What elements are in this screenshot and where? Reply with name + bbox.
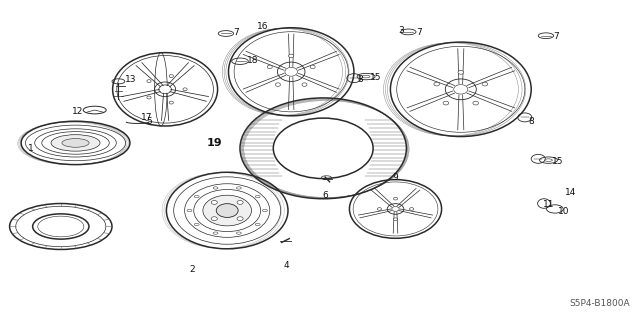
Text: 14: 14	[564, 189, 576, 197]
Text: 7: 7	[554, 32, 559, 41]
Ellipse shape	[213, 232, 218, 234]
Text: 18: 18	[247, 56, 259, 65]
Ellipse shape	[236, 232, 241, 234]
Text: 19: 19	[207, 138, 223, 148]
Ellipse shape	[237, 217, 243, 220]
Ellipse shape	[458, 70, 463, 74]
Ellipse shape	[275, 83, 280, 86]
Ellipse shape	[211, 201, 218, 204]
Text: 2: 2	[189, 265, 195, 274]
Text: 7: 7	[234, 28, 239, 37]
Ellipse shape	[237, 201, 243, 204]
Ellipse shape	[195, 196, 199, 198]
Ellipse shape	[62, 138, 89, 147]
Text: 16: 16	[257, 22, 269, 31]
Ellipse shape	[183, 88, 187, 91]
Ellipse shape	[147, 80, 151, 83]
Text: 13: 13	[125, 75, 136, 84]
Ellipse shape	[434, 82, 440, 86]
Ellipse shape	[310, 65, 315, 69]
Text: 11: 11	[543, 200, 554, 209]
Ellipse shape	[255, 223, 260, 226]
Ellipse shape	[195, 223, 199, 226]
Text: 17: 17	[141, 113, 152, 122]
Ellipse shape	[410, 208, 413, 210]
Ellipse shape	[211, 217, 218, 220]
Text: 15: 15	[370, 73, 381, 82]
Ellipse shape	[289, 54, 294, 58]
Text: 8: 8	[529, 117, 534, 126]
Ellipse shape	[392, 207, 399, 211]
Ellipse shape	[51, 135, 100, 151]
Ellipse shape	[443, 101, 449, 105]
Ellipse shape	[482, 82, 488, 86]
Ellipse shape	[268, 65, 272, 69]
Ellipse shape	[473, 101, 479, 105]
Text: 9: 9	[392, 173, 397, 182]
Ellipse shape	[285, 67, 298, 76]
Ellipse shape	[216, 204, 238, 218]
Text: 7: 7	[416, 28, 422, 37]
Ellipse shape	[255, 196, 260, 198]
Ellipse shape	[187, 209, 192, 212]
Text: 8: 8	[357, 75, 363, 84]
Text: 10: 10	[558, 207, 570, 216]
Ellipse shape	[203, 195, 252, 226]
Ellipse shape	[378, 208, 381, 210]
Ellipse shape	[454, 85, 468, 94]
Text: 4: 4	[284, 261, 289, 270]
Text: 5: 5	[147, 117, 152, 126]
Ellipse shape	[362, 75, 370, 78]
Ellipse shape	[236, 187, 241, 189]
Ellipse shape	[147, 96, 151, 99]
Ellipse shape	[302, 83, 307, 86]
Ellipse shape	[394, 197, 397, 200]
Ellipse shape	[159, 85, 172, 94]
Ellipse shape	[545, 159, 552, 161]
Text: 1: 1	[28, 144, 33, 153]
Text: S5P4-B1800A: S5P4-B1800A	[570, 299, 630, 308]
Text: 6: 6	[323, 191, 328, 200]
Text: 3: 3	[399, 26, 404, 34]
Text: 15: 15	[552, 157, 563, 166]
Ellipse shape	[394, 218, 397, 220]
Ellipse shape	[169, 101, 173, 104]
Ellipse shape	[262, 209, 268, 212]
Text: 12: 12	[72, 107, 83, 115]
Ellipse shape	[169, 75, 173, 78]
Ellipse shape	[213, 187, 218, 189]
